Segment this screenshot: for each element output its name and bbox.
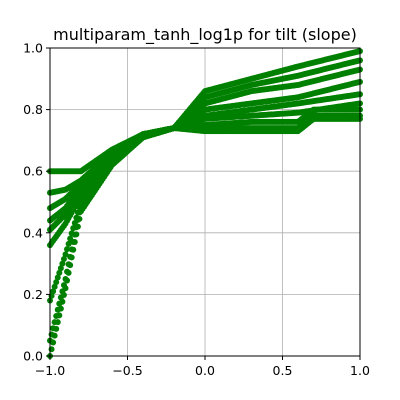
x-tick-label: −1.0	[35, 363, 65, 378]
data-point	[53, 312, 60, 319]
data-point	[68, 230, 75, 237]
y-tick-label: 0.8	[23, 102, 43, 117]
chart-title: multiparam_tanh_log1p for tilt (slope)	[53, 25, 357, 45]
data-point	[59, 288, 66, 295]
data-point	[51, 283, 58, 290]
data-point	[57, 294, 64, 301]
data-point	[74, 209, 81, 216]
data-point	[67, 253, 74, 260]
data-point	[64, 268, 71, 275]
data-point	[73, 214, 80, 221]
data-point	[64, 246, 71, 253]
data-point	[50, 325, 57, 332]
y-tick-label: 0.2	[23, 287, 43, 302]
data-point	[70, 225, 77, 232]
data-point	[62, 276, 69, 282]
data-point	[48, 346, 55, 353]
data-point	[67, 235, 74, 242]
data-point	[59, 260, 66, 267]
y-tick-label: 0.4	[23, 225, 43, 240]
data-point	[71, 219, 78, 226]
data-point	[65, 261, 72, 268]
x-tick-label: 0.0	[195, 363, 215, 378]
data-point	[62, 251, 69, 258]
data-point	[53, 279, 60, 286]
y-tick-label: 0.0	[23, 349, 43, 364]
x-tick-label: 0.5	[273, 363, 293, 378]
data-point	[56, 269, 63, 276]
y-axis: 0.0 0.2 0.4 0.6 0.8 1.0	[23, 41, 50, 364]
data-point	[60, 282, 67, 289]
data-point	[60, 255, 67, 262]
y-tick-label: 0.6	[23, 164, 43, 179]
data-point	[56, 300, 63, 307]
data-points	[47, 48, 363, 359]
x-tick-label: −0.5	[112, 363, 142, 378]
data-point	[57, 265, 64, 272]
data-point	[54, 306, 61, 313]
data-point	[65, 240, 72, 247]
data-point	[50, 288, 57, 295]
x-tick-label: 1.0	[350, 363, 370, 378]
data-point	[51, 319, 58, 326]
data-point	[68, 246, 75, 253]
x-axis: −1.0 −0.5 0.0 0.5 1.0	[35, 356, 370, 378]
y-tick-label: 1.0	[23, 41, 43, 56]
data-point	[54, 274, 61, 281]
data-point	[48, 331, 55, 338]
